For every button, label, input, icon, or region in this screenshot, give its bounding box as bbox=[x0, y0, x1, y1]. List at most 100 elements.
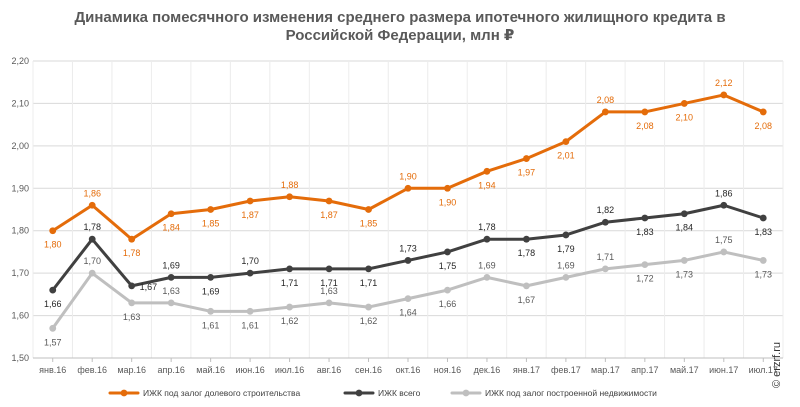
data-point bbox=[167, 299, 175, 307]
data-label: 1,83 bbox=[754, 227, 772, 237]
data-point bbox=[49, 324, 57, 332]
legend-swatch-marker bbox=[120, 389, 128, 397]
data-label: 1,64 bbox=[399, 308, 417, 318]
data-label: 1,87 bbox=[241, 210, 259, 220]
data-label: 1,78 bbox=[83, 222, 101, 232]
data-label: 1,83 bbox=[636, 227, 654, 237]
data-label: 2,01 bbox=[557, 151, 575, 161]
x-tick-label: окт.16 bbox=[396, 365, 421, 375]
y-tick-label: 1,60 bbox=[11, 311, 29, 321]
data-point bbox=[483, 167, 491, 175]
y-tick-label: 1,90 bbox=[11, 183, 29, 193]
data-point bbox=[680, 210, 688, 218]
data-point bbox=[365, 206, 372, 213]
data-label: 1,70 bbox=[241, 256, 259, 266]
data-label: 1,85 bbox=[360, 219, 378, 229]
legend-label: ИЖК под залог построенной недвижимости bbox=[485, 388, 657, 398]
data-label: 1,66 bbox=[44, 299, 62, 309]
x-tick-label: апр.17 bbox=[631, 365, 658, 375]
data-label: 1,78 bbox=[478, 222, 496, 232]
x-tick-label: янв.17 bbox=[513, 365, 540, 375]
data-label: 2,10 bbox=[676, 112, 694, 122]
data-label: 1,69 bbox=[202, 286, 220, 296]
data-point bbox=[720, 201, 728, 209]
data-point bbox=[246, 197, 254, 205]
data-point bbox=[562, 231, 570, 239]
data-point bbox=[641, 214, 649, 222]
data-point bbox=[207, 273, 215, 281]
data-point bbox=[286, 303, 293, 311]
data-label: 2,08 bbox=[636, 121, 654, 131]
data-label: 1,61 bbox=[241, 320, 259, 330]
data-point bbox=[404, 295, 412, 302]
data-point bbox=[562, 138, 570, 146]
data-point bbox=[444, 286, 451, 294]
legend-label: ИЖК под залог долевого строительства bbox=[143, 388, 300, 398]
data-point bbox=[365, 265, 372, 273]
data-label: 1,71 bbox=[320, 278, 338, 288]
data-point bbox=[523, 282, 530, 290]
data-point bbox=[483, 235, 491, 243]
x-tick-label: июл.17 bbox=[749, 365, 778, 375]
x-tick-label: май.17 bbox=[670, 365, 699, 375]
data-point bbox=[128, 282, 136, 290]
data-point bbox=[720, 248, 728, 256]
data-point bbox=[365, 303, 372, 311]
y-tick-label: 1,70 bbox=[11, 268, 29, 278]
data-point bbox=[680, 257, 688, 264]
data-point bbox=[720, 91, 728, 99]
x-tick-label: фев.16 bbox=[77, 365, 107, 375]
data-point bbox=[680, 100, 688, 107]
data-point bbox=[128, 299, 136, 307]
data-point bbox=[601, 265, 609, 273]
data-label: 1,73 bbox=[676, 269, 694, 279]
x-tick-label: фев.17 bbox=[551, 365, 581, 375]
x-tick-label: ноя.16 bbox=[434, 365, 461, 375]
data-label: 1,86 bbox=[83, 188, 101, 198]
data-label: 1,71 bbox=[281, 278, 299, 288]
watermark: © erzrf.ru bbox=[771, 342, 783, 388]
x-tick-label: сен.16 bbox=[355, 365, 382, 375]
data-point bbox=[88, 269, 96, 277]
data-point bbox=[49, 227, 57, 235]
data-point bbox=[483, 273, 491, 281]
data-point bbox=[128, 235, 136, 243]
y-tick-label: 1,80 bbox=[11, 226, 29, 236]
data-label: 1,63 bbox=[123, 312, 141, 322]
data-label: 1,90 bbox=[399, 171, 417, 181]
data-label: 1,82 bbox=[597, 205, 615, 215]
data-label: 1,80 bbox=[44, 240, 62, 250]
data-label: 1,97 bbox=[518, 168, 536, 178]
data-point bbox=[562, 273, 570, 281]
data-label: 1,79 bbox=[557, 244, 575, 254]
x-tick-label: июн.17 bbox=[709, 365, 738, 375]
chart-title-line2: Российской Федерации, млн ₽ bbox=[285, 27, 515, 44]
x-tick-label: дек.16 bbox=[474, 365, 501, 375]
data-point bbox=[601, 108, 609, 116]
data-label: 1,63 bbox=[162, 286, 180, 296]
data-label: 1,90 bbox=[439, 197, 457, 207]
x-tick-label: апр.16 bbox=[157, 365, 184, 375]
x-tick-label: май.16 bbox=[196, 365, 225, 375]
x-tick-label: авг.16 bbox=[317, 365, 341, 375]
data-point bbox=[286, 265, 293, 273]
y-tick-label: 2,00 bbox=[11, 141, 29, 151]
x-tick-label: янв.16 bbox=[39, 365, 66, 375]
data-point bbox=[246, 307, 254, 315]
data-label: 1,75 bbox=[439, 261, 457, 271]
chart-title-line1: Динамика помесячного изменения среднего … bbox=[74, 9, 726, 26]
data-label: 1,71 bbox=[360, 278, 378, 288]
data-point bbox=[641, 261, 649, 269]
legend-label: ИЖК всего bbox=[378, 388, 421, 398]
data-label: 2,08 bbox=[597, 95, 615, 105]
data-label: 1,57 bbox=[44, 337, 62, 347]
data-point bbox=[167, 273, 175, 281]
x-tick-label: мар.17 bbox=[591, 365, 620, 375]
data-label: 1,62 bbox=[281, 316, 299, 326]
data-point bbox=[523, 155, 530, 162]
x-tick-label: июн.16 bbox=[235, 365, 264, 375]
x-tick-label: июл.16 bbox=[275, 365, 304, 375]
data-label: 1,75 bbox=[715, 235, 733, 245]
data-label: 1,84 bbox=[162, 223, 180, 233]
